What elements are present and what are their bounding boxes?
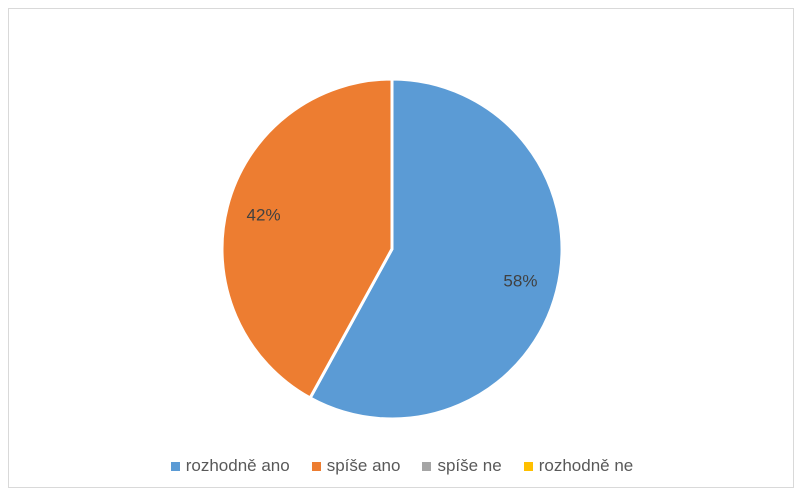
legend-swatch bbox=[523, 461, 533, 471]
legend-item-3: spíše ne bbox=[422, 456, 502, 476]
legend-swatch bbox=[170, 461, 180, 471]
data-label-1: 58% bbox=[503, 271, 537, 290]
legend-swatch bbox=[311, 461, 321, 471]
legend-item-1: rozhodně ano bbox=[170, 456, 290, 476]
chart-area: 58% 42% rozhodně ano spíše ano spíše ne rozh… bbox=[8, 8, 794, 488]
legend-label: spíše ne bbox=[437, 456, 502, 475]
data-label-2: 42% bbox=[247, 206, 281, 225]
pie-slice-2 bbox=[220, 77, 394, 401]
pie-chart: 58% 42% bbox=[220, 77, 564, 421]
legend-item-2: spíše ano bbox=[311, 456, 401, 476]
legend-label: rozhodně ne bbox=[538, 456, 634, 475]
legend-label: rozhodně ano bbox=[185, 456, 290, 475]
legend-label: spíše ano bbox=[326, 456, 401, 475]
legend-swatch bbox=[422, 461, 432, 471]
legend-item-4: rozhodně ne bbox=[523, 456, 634, 476]
legend: rozhodně ano spíše ano spíše ne rozhodně ne bbox=[9, 452, 795, 480]
pie-slice-1 bbox=[308, 77, 564, 421]
